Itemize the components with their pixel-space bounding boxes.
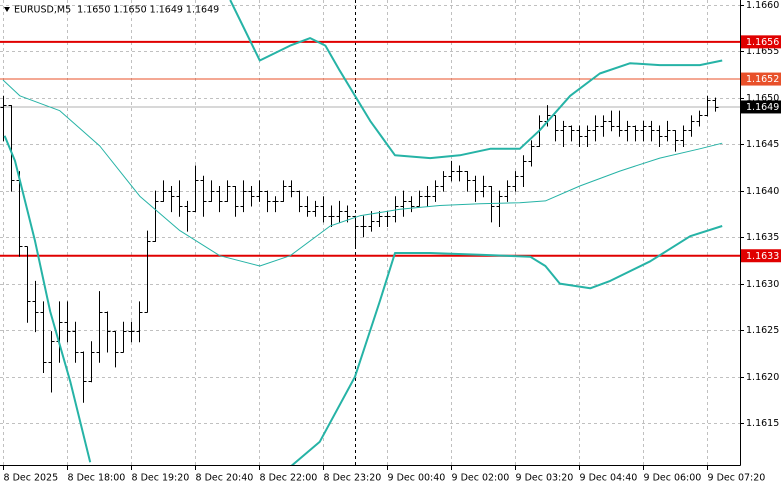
price-label-box — [741, 100, 781, 114]
indicator-line — [2, 79, 723, 267]
y-tick-label: 1.1635 — [746, 232, 779, 243]
chart-title: EURUSD,M5 1.1650 1.1650 1.1649 1.1649 — [14, 5, 219, 16]
plot-area — [0, 0, 740, 465]
price-label: 1.1633 — [746, 251, 779, 262]
x-tick-label: 9 Dec 02:00 — [452, 473, 510, 484]
y-tick-label: 1.1660 — [746, 0, 779, 11]
y-tick-label: 1.1625 — [746, 325, 779, 336]
y-tick-label: 1.1615 — [746, 418, 779, 429]
indicator-line — [3, 135, 723, 465]
price-label-box — [741, 72, 781, 86]
x-tick-label: 8 Dec 2025 — [4, 473, 59, 484]
x-tick-label: 9 Dec 00:40 — [388, 473, 446, 484]
y-tick-label: 1.1620 — [746, 372, 779, 383]
y-tick-label: 1.1650 — [746, 93, 779, 104]
y-tick-label: 1.1655 — [746, 46, 779, 57]
price-label: 1.1656 — [746, 37, 779, 48]
price-label: 1.1652 — [746, 74, 779, 85]
x-tick-label: 9 Dec 06:00 — [644, 473, 702, 484]
y-tick-label: 1.1640 — [746, 186, 779, 197]
y-tick-label: 1.1630 — [746, 279, 779, 290]
y-tick-label: 1.1645 — [746, 139, 779, 150]
price-label-box — [741, 35, 781, 49]
x-tick-label: 8 Dec 22:00 — [260, 473, 318, 484]
grid — [0, 0, 740, 465]
x-tick-label: 8 Dec 20:40 — [196, 473, 254, 484]
menu-arrow[interactable] — [4, 7, 10, 12]
x-tick-label: 8 Dec 19:20 — [132, 473, 190, 484]
price-label-box — [741, 249, 781, 263]
price-label: 1.1649 — [746, 102, 779, 113]
x-tick-label: 8 Dec 18:00 — [68, 473, 126, 484]
x-tick-label: 8 Dec 23:20 — [324, 473, 382, 484]
x-tick-label: 9 Dec 03:20 — [516, 473, 574, 484]
indicator-line — [229, 0, 723, 160]
x-tick-label: 9 Dec 07:20 — [708, 473, 766, 484]
x-tick-label: 9 Dec 04:40 — [580, 473, 638, 484]
